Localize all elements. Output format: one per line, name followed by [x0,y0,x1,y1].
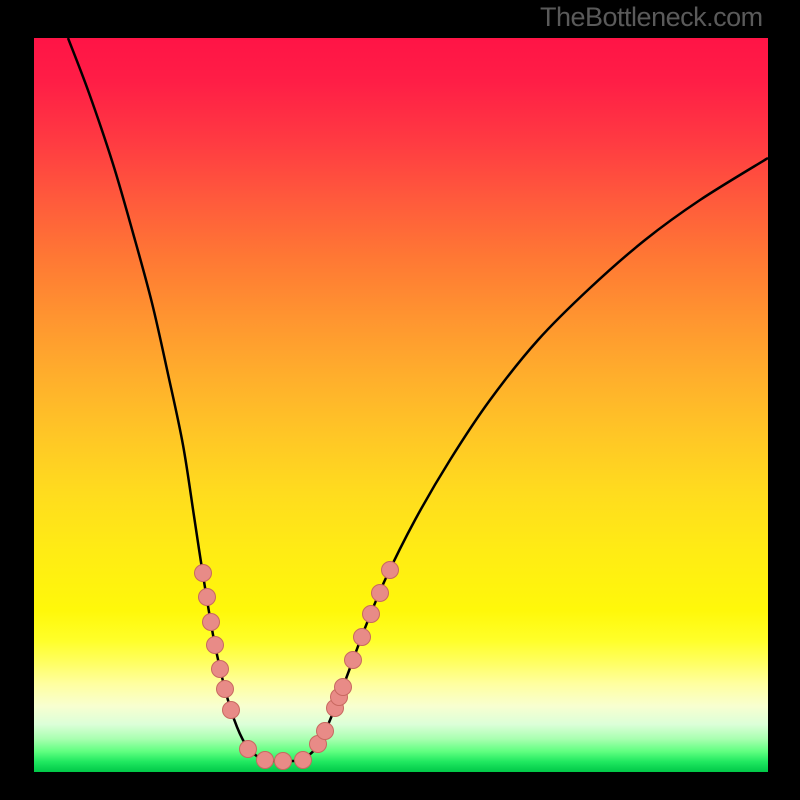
data-marker [203,614,220,631]
data-marker [217,681,234,698]
data-marker [257,752,274,769]
data-marker [363,606,380,623]
data-marker [295,752,312,769]
data-marker [317,723,334,740]
data-marker [372,585,389,602]
data-marker [207,637,224,654]
bottleneck-chart [0,0,800,800]
data-marker [335,679,352,696]
data-marker [354,629,371,646]
gradient-plot-area [34,38,768,772]
data-marker [195,565,212,582]
data-marker [382,562,399,579]
data-marker [345,652,362,669]
data-marker [275,753,292,770]
data-marker [223,702,240,719]
data-marker [212,661,229,678]
data-marker [240,741,257,758]
data-marker [199,589,216,606]
watermark-text: TheBottleneck.com [540,2,763,33]
